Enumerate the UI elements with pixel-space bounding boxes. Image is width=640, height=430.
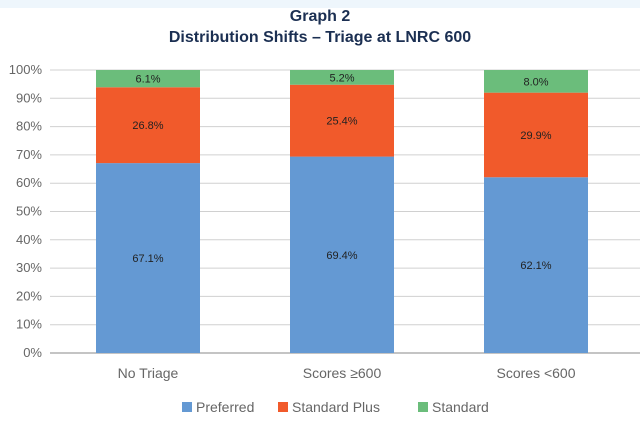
- legend-label: Preferred: [196, 399, 254, 415]
- chart-subtitle: Distribution Shifts – Triage at LNRC 600: [168, 29, 472, 46]
- y-tick-label: 40%: [16, 232, 42, 247]
- chart-title: Graph 2: [289, 8, 351, 25]
- y-tick-label: 60%: [16, 175, 42, 190]
- data-label: 29.9%: [520, 130, 551, 142]
- y-tick-label: 10%: [16, 317, 42, 332]
- bar-standard: [290, 70, 394, 85]
- data-label: 5.2%: [329, 72, 354, 84]
- x-category-label: Scores ≥600: [303, 365, 382, 381]
- data-label: 67.1%: [132, 253, 163, 265]
- bar-standard: [96, 70, 200, 88]
- y-tick-label: 20%: [16, 288, 42, 303]
- y-tick-label: 70%: [16, 147, 42, 162]
- y-tick-label: 50%: [16, 204, 42, 219]
- bar-preferred: [290, 156, 394, 353]
- y-tick-label: 0%: [23, 345, 42, 360]
- bar-standard-plus: [96, 87, 200, 164]
- data-label: 26.8%: [132, 120, 163, 132]
- legend-swatch: [278, 402, 288, 412]
- data-label: 69.4%: [326, 250, 357, 262]
- y-tick-label: 30%: [16, 260, 42, 275]
- legend-swatch: [418, 402, 428, 412]
- bar-standard-plus: [484, 92, 588, 178]
- y-tick-label: 100%: [9, 62, 43, 77]
- legend-label: Standard Plus: [292, 399, 380, 415]
- legend-swatch: [182, 402, 192, 412]
- data-label: 6.1%: [135, 74, 160, 86]
- bar-preferred: [96, 163, 200, 353]
- y-tick-label: 80%: [16, 119, 42, 134]
- top-band: [0, 0, 640, 8]
- x-category-label: Scores <600: [497, 365, 576, 381]
- bar-standard-plus: [290, 84, 394, 157]
- data-label: 8.0%: [523, 76, 548, 88]
- data-label: 25.4%: [326, 116, 357, 128]
- bar-preferred: [484, 177, 588, 353]
- data-label: 62.1%: [520, 260, 551, 272]
- legend-label: Standard: [432, 399, 489, 415]
- bar-standard: [484, 70, 588, 93]
- x-category-label: No Triage: [118, 365, 179, 381]
- y-tick-label: 90%: [16, 90, 42, 105]
